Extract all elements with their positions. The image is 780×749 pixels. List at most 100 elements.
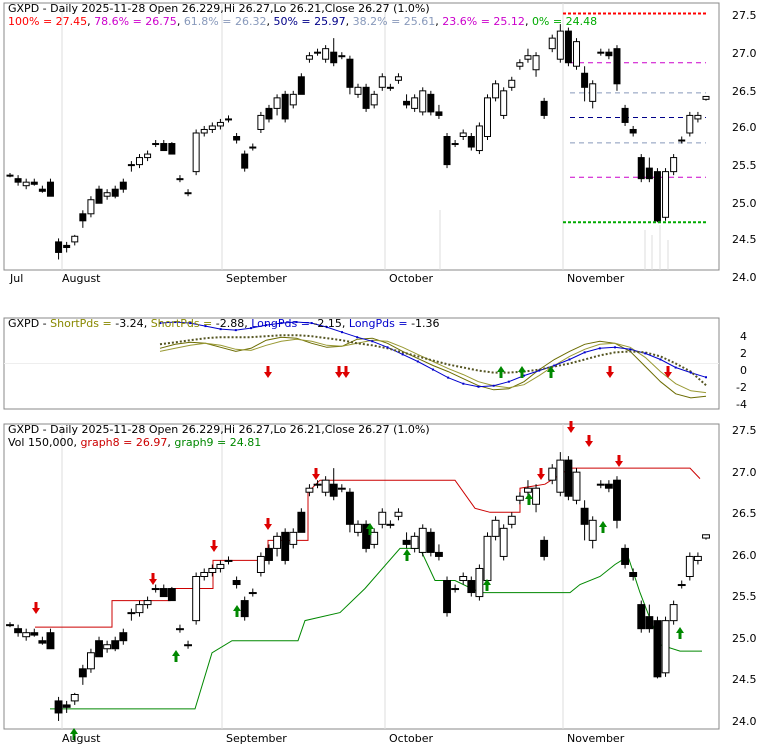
candle-body bbox=[322, 48, 330, 60]
long-pds-point bbox=[674, 366, 677, 369]
stops-sell-arrow-0 bbox=[32, 602, 40, 614]
stops-buy-arrow-7 bbox=[599, 521, 607, 533]
y3-tick-6: 24.5 bbox=[732, 673, 757, 686]
long-pds-point bbox=[174, 321, 177, 324]
stops-candle-body bbox=[426, 531, 435, 553]
fib-legend-50: 50% = 25.97 bbox=[273, 15, 345, 28]
candle-body bbox=[192, 132, 200, 173]
candle-body bbox=[176, 178, 184, 181]
long-pds-point bbox=[325, 326, 328, 329]
stops-candle-body bbox=[86, 652, 95, 670]
candle-body bbox=[289, 93, 297, 106]
stops-candle-body bbox=[556, 459, 565, 493]
stops-candle-body bbox=[548, 467, 557, 481]
candle-body bbox=[127, 164, 135, 167]
stops-candle-body bbox=[6, 624, 14, 627]
stops-candle-body bbox=[224, 559, 233, 562]
stops-candle-body bbox=[629, 571, 638, 577]
stops-candle-body bbox=[297, 511, 306, 533]
candle-body bbox=[524, 55, 532, 60]
fib-legend-786: 78.6% = 26.75 bbox=[94, 15, 177, 28]
stops-candle-body bbox=[265, 547, 273, 561]
pds-sell-arrow-0 bbox=[264, 366, 272, 378]
stops-sell-arrow-5 bbox=[537, 468, 545, 480]
stops-candle-body bbox=[38, 640, 47, 644]
candle-body bbox=[265, 107, 273, 120]
stops-candle-body bbox=[418, 527, 427, 553]
stops-buy-arrow-6 bbox=[525, 493, 533, 505]
candle-body bbox=[103, 192, 111, 197]
stops-candle-body bbox=[475, 567, 484, 598]
y1-tick-0: 27.5 bbox=[732, 9, 757, 22]
fib-legend-0: 0% = 24.48 bbox=[532, 15, 597, 28]
stops-candle-body bbox=[176, 628, 184, 631]
stops-sell-arrow-7 bbox=[585, 435, 593, 447]
stops-candle-body bbox=[216, 563, 225, 569]
y1-tick-5: 25.0 bbox=[732, 197, 757, 210]
stops-candle-body bbox=[499, 527, 508, 557]
price-stops-panel bbox=[3, 423, 720, 730]
stops-sell-arrow-4 bbox=[312, 468, 320, 480]
fib-legend-100: 100% = 27.45 bbox=[8, 15, 87, 28]
candle-body bbox=[662, 171, 670, 218]
pds-buy-arrow-1 bbox=[518, 366, 526, 378]
candle-body bbox=[419, 90, 427, 113]
stops-candle-body bbox=[540, 539, 549, 557]
candle-body bbox=[637, 157, 645, 180]
candle-body bbox=[500, 90, 508, 116]
candle-body bbox=[573, 41, 581, 67]
long-pds-point bbox=[568, 358, 571, 361]
pds-legend-long1: LongPds = bbox=[251, 317, 313, 330]
candle-body bbox=[532, 55, 540, 71]
stops-candle-body bbox=[588, 519, 597, 541]
candle-body bbox=[346, 58, 354, 88]
candle-body bbox=[79, 213, 87, 222]
stops-candle-body bbox=[70, 693, 79, 702]
long-pds-point bbox=[659, 358, 662, 361]
stops-buy-arrow-0 bbox=[70, 728, 78, 740]
y3-tick-2: 26.5 bbox=[732, 507, 757, 520]
candle-body bbox=[516, 62, 524, 67]
candle-body bbox=[241, 153, 249, 169]
stops-sell-arrow-8 bbox=[615, 455, 623, 467]
y3-tick-5: 25.0 bbox=[732, 632, 757, 645]
candle-body bbox=[111, 188, 119, 197]
candle-body bbox=[22, 181, 30, 187]
long-pds-point bbox=[507, 380, 510, 383]
graph9-stop-line bbox=[50, 547, 702, 710]
candle-body bbox=[338, 55, 346, 58]
pds-legend-long2: LongPds = bbox=[349, 317, 411, 330]
stops-candle-body bbox=[362, 523, 371, 549]
stops-candle-body bbox=[184, 644, 192, 647]
y2-tick-0: 4 bbox=[740, 330, 747, 343]
stops-candle-body bbox=[273, 535, 282, 549]
x-label-november: November bbox=[567, 272, 625, 285]
candle-body bbox=[678, 139, 686, 142]
candle-body bbox=[435, 111, 443, 116]
stops-candle-body bbox=[329, 483, 338, 497]
candle-body bbox=[508, 79, 516, 88]
x-label-august: August bbox=[62, 272, 101, 285]
candle-body bbox=[152, 143, 160, 146]
long-pds-point bbox=[310, 322, 313, 325]
candle-body bbox=[597, 51, 605, 54]
y3-tick-3: 26.0 bbox=[732, 549, 757, 562]
stops-candle-body bbox=[685, 555, 694, 577]
long-pds-point bbox=[401, 353, 404, 356]
long-pds-point bbox=[629, 348, 632, 351]
candle-body bbox=[200, 128, 208, 134]
stops-candle-body bbox=[159, 588, 168, 598]
y1-tick-7: 24.0 bbox=[732, 271, 757, 284]
y2-tick-4: -4 bbox=[736, 398, 747, 411]
x3-label-september: September bbox=[226, 732, 287, 745]
candle-body bbox=[63, 244, 71, 249]
candle-body bbox=[95, 188, 103, 204]
candle-body bbox=[6, 174, 14, 177]
stops-candle-body bbox=[337, 487, 346, 490]
candle-body bbox=[483, 97, 491, 137]
stops-candle-body bbox=[580, 507, 589, 525]
stops-candle-body bbox=[281, 531, 290, 561]
stops-buy-arrow-1 bbox=[172, 650, 180, 662]
stops-sell-arrow-2 bbox=[210, 540, 218, 552]
long-pds-point bbox=[432, 368, 434, 371]
